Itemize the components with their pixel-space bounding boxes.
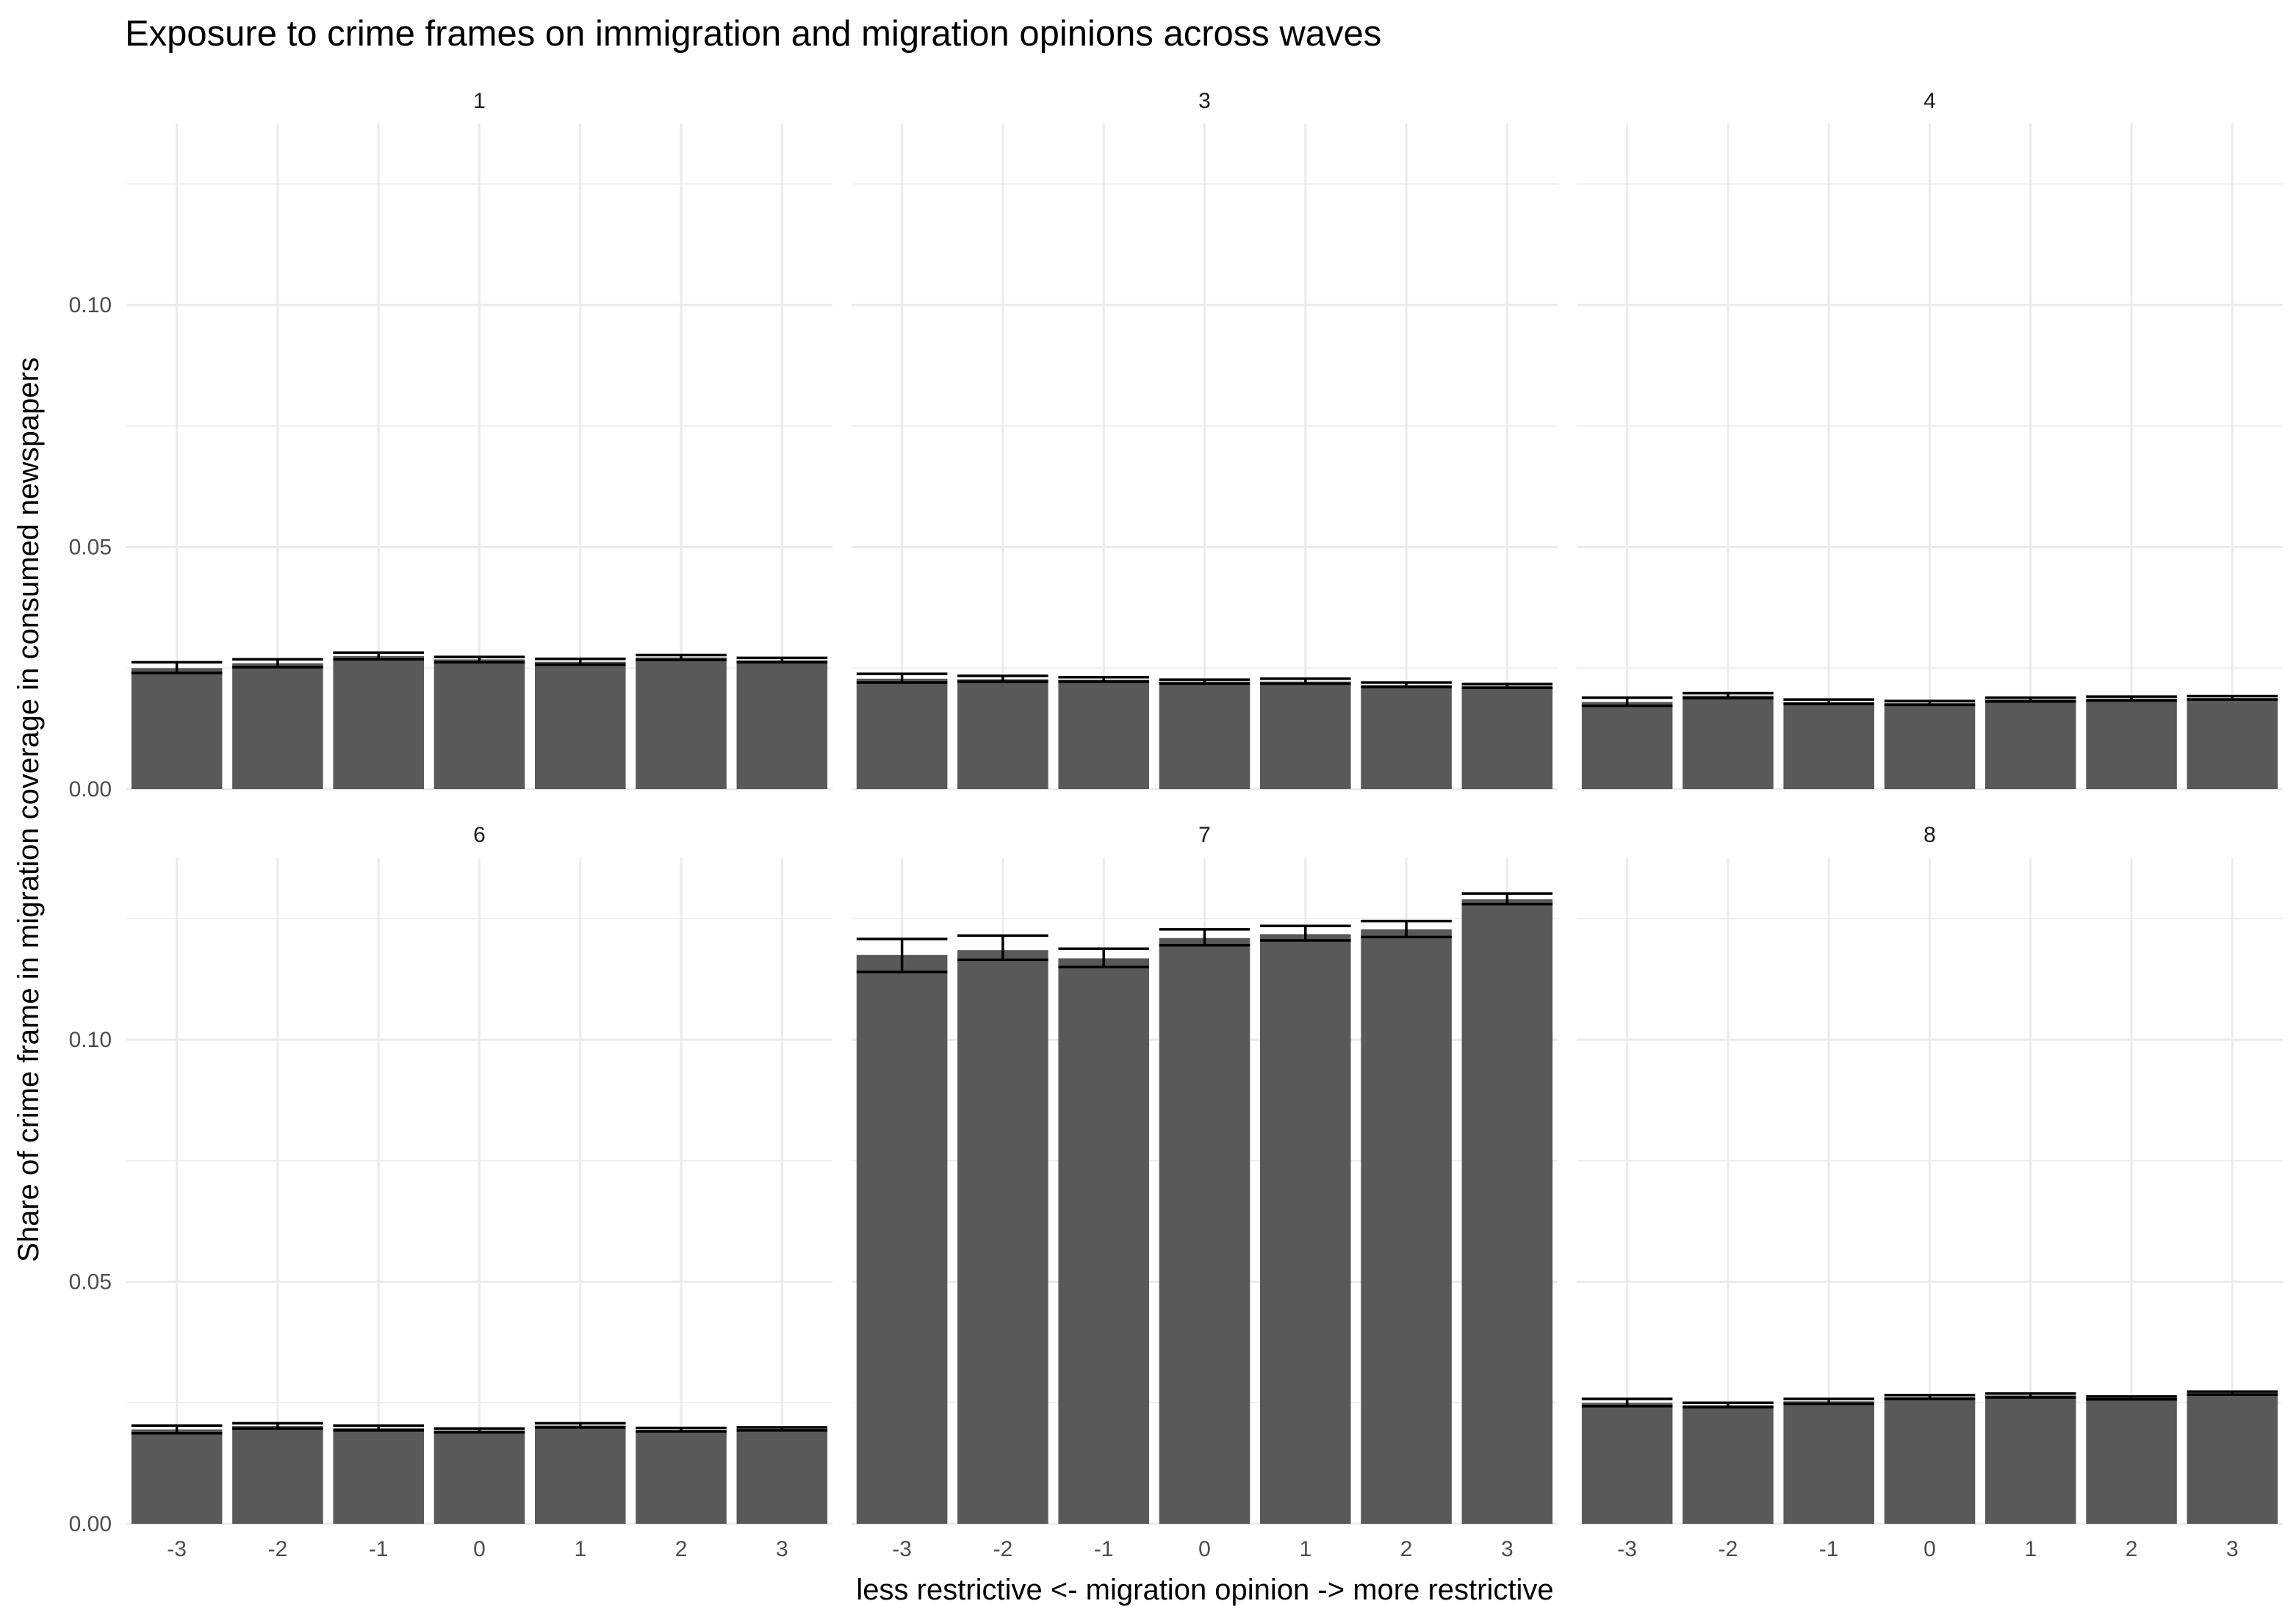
bar — [1581, 1403, 1673, 1524]
x-tick-label: 0 — [1923, 1537, 1936, 1561]
x-tick-label: -3 — [167, 1537, 187, 1561]
facet-label: 6 — [473, 823, 486, 847]
facet-label: 4 — [1923, 89, 1936, 113]
bar — [957, 679, 1048, 789]
bar — [636, 1430, 727, 1524]
bar — [856, 954, 948, 1524]
facet-panel-3: 3 — [852, 89, 1558, 791]
x-tick-label: 2 — [1400, 1537, 1413, 1561]
y-axis-title: Share of crime frame in migration covera… — [12, 357, 45, 1262]
bar — [1461, 685, 1553, 789]
bar — [736, 660, 828, 789]
x-tick-label: -3 — [892, 1537, 912, 1561]
facet-label: 1 — [473, 89, 486, 113]
bar — [1361, 929, 1452, 1524]
x-tick-label: 1 — [1299, 1537, 1311, 1561]
facet-panel-7: 7 -3 -2 -1 0 1 2 3 — [852, 823, 1558, 1561]
bar — [1783, 702, 1874, 789]
bar — [1361, 685, 1452, 789]
bar — [957, 950, 1048, 1524]
x-tick-label: -3 — [1617, 1537, 1637, 1561]
facet-panel-6: 6 0.00 0.05 0.10 -3 -2 -1 0 1 2 3 — [69, 823, 832, 1561]
bar — [856, 678, 948, 789]
bar — [636, 657, 727, 789]
bar — [2086, 698, 2177, 789]
bar — [1058, 958, 1149, 1524]
x-tick-label: 1 — [574, 1537, 586, 1561]
bar — [333, 1428, 424, 1524]
bar — [1683, 695, 1774, 789]
y-tick-label: 0.05 — [69, 536, 112, 560]
bar — [1783, 1401, 1874, 1524]
facet-label: 8 — [1923, 823, 1936, 847]
bar — [433, 1430, 525, 1524]
x-tick-label: 0 — [1198, 1537, 1211, 1561]
y-tick-label: 0.00 — [69, 777, 112, 802]
bar — [131, 1429, 223, 1524]
chart-title: Exposure to crime frames on immigration … — [125, 14, 1381, 54]
facets-layer: 1 0.00 0.05 0.10 3 4 6 0.00 0.05 0.10 -3 -2 -1 0 1 2 3 7 -… — [69, 89, 2283, 1561]
bar — [333, 655, 424, 789]
bar — [433, 659, 525, 789]
bar — [1159, 681, 1250, 789]
bar — [1461, 899, 1553, 1524]
bar — [1260, 681, 1351, 789]
facet-panel-1: 1 0.00 0.05 0.10 — [69, 89, 832, 802]
y-tick-label: 0.10 — [69, 293, 112, 317]
x-tick-label: -1 — [1094, 1537, 1114, 1561]
bar — [2086, 1397, 2177, 1524]
facet-panel-4: 4 — [1577, 89, 2283, 791]
x-tick-label: 3 — [776, 1537, 788, 1561]
bar — [1683, 1405, 1774, 1524]
x-tick-label: -2 — [993, 1537, 1013, 1561]
bar — [1581, 702, 1673, 789]
x-tick-label: -1 — [1819, 1537, 1839, 1561]
bar — [1985, 1395, 2076, 1524]
x-tick-label: 0 — [473, 1537, 486, 1561]
x-tick-label: 1 — [2024, 1537, 2037, 1561]
x-tick-label: 3 — [2226, 1537, 2239, 1561]
x-tick-label: 2 — [2126, 1537, 2138, 1561]
bar — [1985, 699, 2076, 789]
bar — [1884, 1397, 1976, 1524]
x-tick-label: -1 — [369, 1537, 389, 1561]
facet-label: 3 — [1198, 89, 1211, 113]
bar — [535, 1425, 626, 1524]
facet-label: 7 — [1198, 823, 1211, 847]
bar — [232, 663, 323, 789]
bar — [1884, 702, 1976, 789]
y-tick-label: 0.05 — [69, 1270, 112, 1295]
bar — [736, 1428, 828, 1524]
x-tick-label: 3 — [1501, 1537, 1514, 1561]
x-axis-title: less restrictive <- migration opinion ->… — [856, 1574, 1553, 1606]
y-tick-label: 0.00 — [69, 1512, 112, 1536]
bar — [535, 661, 626, 789]
bar — [1058, 680, 1149, 789]
x-tick-label: 2 — [675, 1537, 688, 1561]
bar — [1159, 938, 1250, 1524]
bar — [131, 668, 223, 789]
facet-panel-8: 8 -3 -2 -1 0 1 2 3 — [1577, 823, 2283, 1561]
bar — [2187, 1393, 2278, 1524]
bar — [232, 1425, 323, 1524]
y-tick-label: 0.10 — [69, 1028, 112, 1052]
x-tick-label: -2 — [1719, 1537, 1738, 1561]
bar — [1260, 934, 1351, 1524]
x-tick-label: -2 — [268, 1537, 288, 1561]
bar — [2187, 698, 2278, 789]
